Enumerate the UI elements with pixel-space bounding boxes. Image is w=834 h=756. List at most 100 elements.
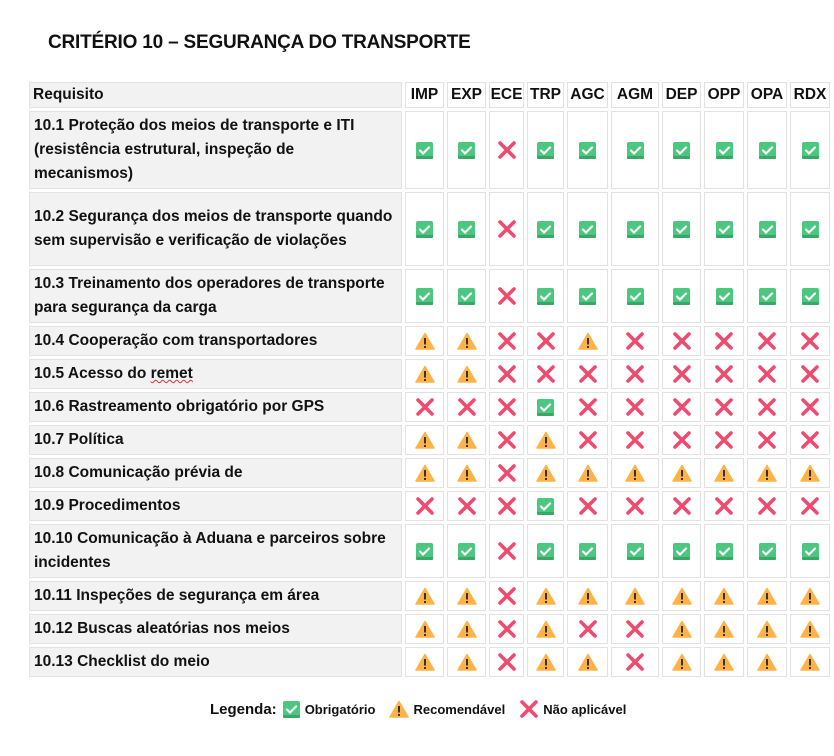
cell-opa <box>747 326 787 356</box>
cell-imp <box>405 359 444 389</box>
cross-icon <box>672 398 692 416</box>
cell-agm <box>611 581 659 611</box>
cell-ece <box>489 269 524 323</box>
check-box-icon <box>672 542 691 560</box>
cell-dep <box>662 326 701 356</box>
cell-imp <box>405 392 444 422</box>
warning-icon <box>414 653 435 671</box>
legend-label: Legenda: <box>210 700 277 718</box>
cell-rdx <box>790 192 830 266</box>
cell-trp <box>527 581 564 611</box>
cell-agc <box>567 326 608 356</box>
check-box-icon <box>457 220 476 238</box>
warning-icon <box>535 464 556 482</box>
header-opa: OPA <box>747 82 787 108</box>
cell-agc <box>567 647 608 677</box>
legend-not-applicable: Não aplicável <box>543 701 627 717</box>
check-box-icon <box>626 287 645 305</box>
cell-agc <box>567 458 608 488</box>
warning-icon <box>535 431 556 449</box>
cell-dep <box>662 524 701 578</box>
check-box-icon <box>715 141 734 159</box>
table-row: 10.7 Política <box>29 425 830 455</box>
cell-opp <box>704 524 744 578</box>
cross-icon <box>536 365 556 383</box>
cell-opa <box>747 392 787 422</box>
cross-icon <box>625 620 645 638</box>
check-box-icon <box>801 542 820 560</box>
check-box-icon <box>282 700 301 719</box>
cell-exp <box>447 581 486 611</box>
requirement-label: 10.6 Rastreamento obrigatório por GPS <box>29 392 402 422</box>
cell-ece <box>489 524 524 578</box>
cell-agm <box>611 111 659 189</box>
check-box-icon <box>415 542 434 560</box>
cell-imp <box>405 111 444 189</box>
table-row: 10.5 Acesso do remet <box>29 359 830 389</box>
warning-icon <box>456 464 477 482</box>
warning-icon <box>577 587 598 605</box>
table-row: 10.11 Inspeções de segurança em área <box>29 581 830 611</box>
legend: Legenda: Obrigatório Recomendável Não ap… <box>210 699 640 719</box>
cell-opp <box>704 359 744 389</box>
warning-icon <box>671 587 692 605</box>
cell-opa <box>747 192 787 266</box>
header-rdx: RDX <box>790 82 830 108</box>
requirement-label: 10.13 Checklist do meio <box>29 647 402 677</box>
cross-icon <box>625 497 645 515</box>
cell-agm <box>611 392 659 422</box>
cell-imp <box>405 647 444 677</box>
warning-icon <box>414 332 435 350</box>
cell-agm <box>611 614 659 644</box>
table-row: 10.10 Comunicação à Aduana e parceiros s… <box>29 524 830 578</box>
cross-icon <box>497 431 517 449</box>
check-box-icon <box>672 220 691 238</box>
warning-icon <box>757 587 777 605</box>
cell-agc <box>567 425 608 455</box>
table-row: 10.4 Cooperação com transportadores <box>29 326 830 356</box>
cell-ece <box>489 192 524 266</box>
cross-icon <box>497 542 517 560</box>
cell-rdx <box>790 359 830 389</box>
check-box-icon <box>415 141 434 159</box>
cell-exp <box>447 269 486 323</box>
cross-icon <box>714 398 734 416</box>
check-box-icon <box>626 542 645 560</box>
cross-icon <box>457 497 477 515</box>
cell-ece <box>489 111 524 189</box>
table-row: 10.6 Rastreamento obrigatório por GPS <box>29 392 830 422</box>
table-row: 10.2 Segurança dos meios de transporte q… <box>29 192 830 266</box>
cross-icon <box>497 220 517 238</box>
cell-dep <box>662 647 701 677</box>
cell-opa <box>747 269 787 323</box>
check-box-icon <box>415 287 434 305</box>
warning-icon <box>535 653 556 671</box>
cell-trp <box>527 392 564 422</box>
cell-agc <box>567 581 608 611</box>
cell-agc <box>567 392 608 422</box>
requirement-label: 10.9 Procedimentos <box>29 491 402 521</box>
cell-rdx <box>790 392 830 422</box>
cross-icon <box>578 620 598 638</box>
cross-icon <box>497 653 517 671</box>
cell-opa <box>747 647 787 677</box>
check-box-icon <box>536 497 555 515</box>
check-box-icon <box>715 220 734 238</box>
check-box-icon <box>715 287 734 305</box>
cross-icon <box>757 398 777 416</box>
cell-agm <box>611 192 659 266</box>
cross-icon <box>519 699 539 719</box>
cell-exp <box>447 458 486 488</box>
check-box-icon <box>415 220 434 238</box>
cell-opa <box>747 458 787 488</box>
cell-trp <box>527 111 564 189</box>
cross-icon <box>757 332 777 350</box>
warning-icon <box>456 332 477 350</box>
check-box-icon <box>715 542 734 560</box>
cell-exp <box>447 524 486 578</box>
cell-opp <box>704 614 744 644</box>
cell-opa <box>747 524 787 578</box>
cross-icon <box>625 365 645 383</box>
requirements-table: Requisito IMP EXP ECE TRP AGC AGM DEP OPP OPA RDX… <box>26 79 833 680</box>
table-row: 10.13 Checklist do meio <box>29 647 830 677</box>
